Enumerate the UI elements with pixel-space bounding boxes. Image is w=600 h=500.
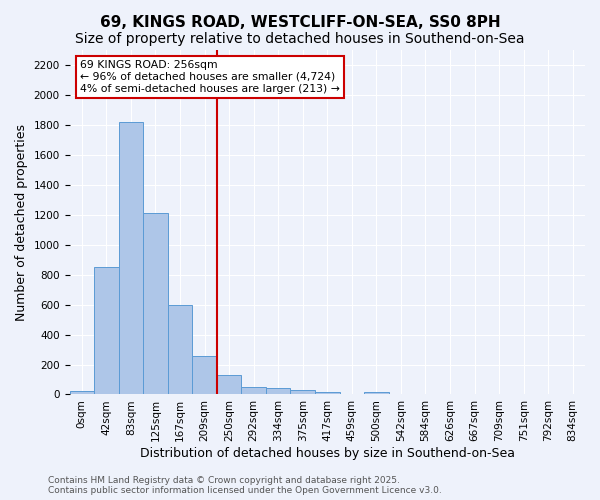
Text: Contains HM Land Registry data © Crown copyright and database right 2025.
Contai: Contains HM Land Registry data © Crown c…	[48, 476, 442, 495]
Bar	[241, 387, 266, 394]
Y-axis label: Number of detached properties: Number of detached properties	[15, 124, 28, 320]
Bar	[70, 390, 94, 394]
Text: 69, KINGS ROAD, WESTCLIFF-ON-SEA, SS0 8PH: 69, KINGS ROAD, WESTCLIFF-ON-SEA, SS0 8P…	[100, 15, 500, 30]
X-axis label: Distribution of detached houses by size in Southend-on-Sea: Distribution of detached houses by size …	[140, 447, 515, 460]
Text: Size of property relative to detached houses in Southend-on-Sea: Size of property relative to detached ho…	[75, 32, 525, 46]
Bar	[290, 390, 315, 394]
Bar	[168, 304, 192, 394]
Bar	[364, 392, 389, 394]
Bar	[94, 267, 119, 394]
Bar	[119, 122, 143, 394]
Bar	[266, 388, 290, 394]
Text: 69 KINGS ROAD: 256sqm
← 96% of detached houses are smaller (4,724)
4% of semi-de: 69 KINGS ROAD: 256sqm ← 96% of detached …	[80, 60, 340, 94]
Bar	[192, 356, 217, 395]
Bar	[315, 392, 340, 394]
Bar	[217, 375, 241, 394]
Bar	[143, 213, 168, 394]
